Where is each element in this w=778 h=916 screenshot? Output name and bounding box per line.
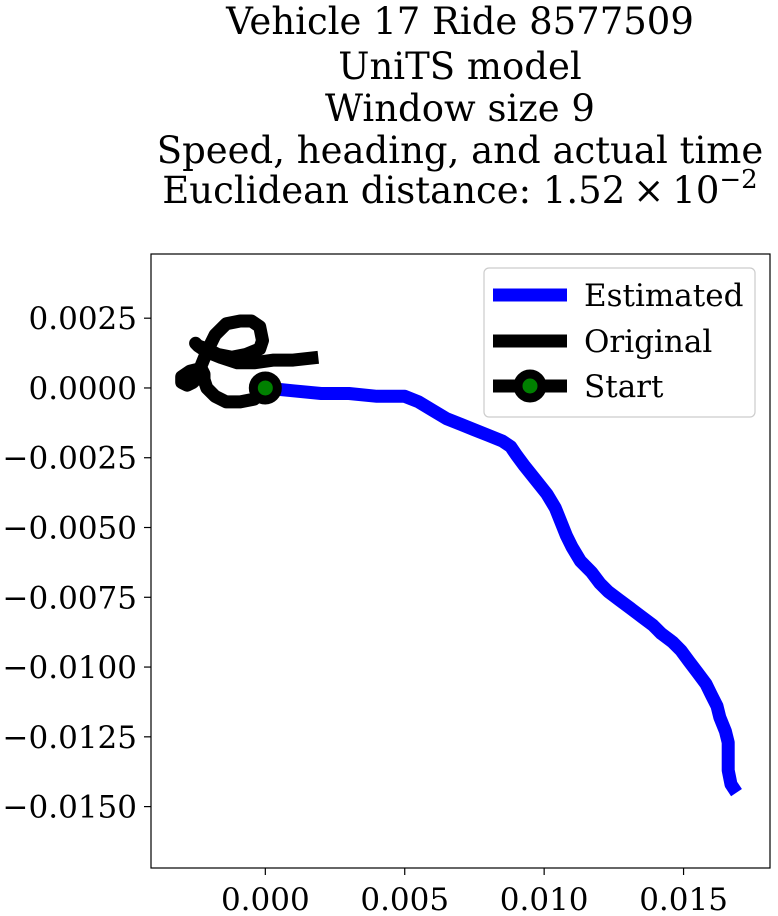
title-line-5: Euclidean distance: 1.52 × 10−2 (162, 165, 757, 212)
y-tick-label: −0.0150 (3, 790, 137, 826)
title-line-4: Speed, heading, and actual time (157, 129, 764, 172)
original-path (175, 314, 320, 409)
distance-exponent: −2 (719, 165, 757, 195)
x-tick-label: 0.015 (639, 882, 728, 916)
series-layer (175, 314, 742, 797)
y-tick-label: 0.0000 (29, 371, 137, 407)
title-line-3: Window size 9 (325, 87, 595, 130)
x-tick-label: 0.000 (221, 882, 310, 916)
distance-mantissa: 1.52 (543, 169, 625, 212)
y-tick-label: 0.0025 (29, 301, 137, 337)
title-line-1: Vehicle 17 Ride 8577509 (225, 0, 694, 43)
x-tick-label: 0.005 (360, 882, 449, 916)
estimated-path (264, 381, 742, 797)
y-tick-label: −0.0125 (3, 720, 137, 756)
x-tick-label: 0.010 (500, 882, 589, 916)
distance-times: × (633, 169, 664, 212)
legend-marker-start (513, 369, 547, 403)
title-line-2: UniTS model (338, 45, 581, 88)
y-tick-label: −0.0075 (3, 580, 137, 616)
chart-title: Vehicle 17 Ride 8577509 UniTS model Wind… (157, 0, 764, 212)
legend: Estimated Original Start (483, 267, 756, 418)
start-marker (248, 371, 282, 405)
y-tick-label: −0.0025 (3, 441, 137, 477)
distance-base: 10 (672, 169, 719, 212)
legend-label-start: Start (584, 369, 664, 405)
distance-prefix: Euclidean distance: (162, 169, 543, 212)
legend-label-estimated: Estimated (584, 278, 743, 314)
y-axis: 0.0025 0.0000 −0.0025 −0.0050 −0.0075 −0.0100… (3, 301, 151, 826)
plot-frame (150, 253, 771, 869)
legend-label-original: Original (584, 324, 712, 360)
y-tick-label: −0.0050 (3, 511, 137, 547)
x-axis: 0.000 0.005 0.010 0.015 (221, 868, 728, 916)
y-tick-label: −0.0100 (3, 650, 137, 686)
